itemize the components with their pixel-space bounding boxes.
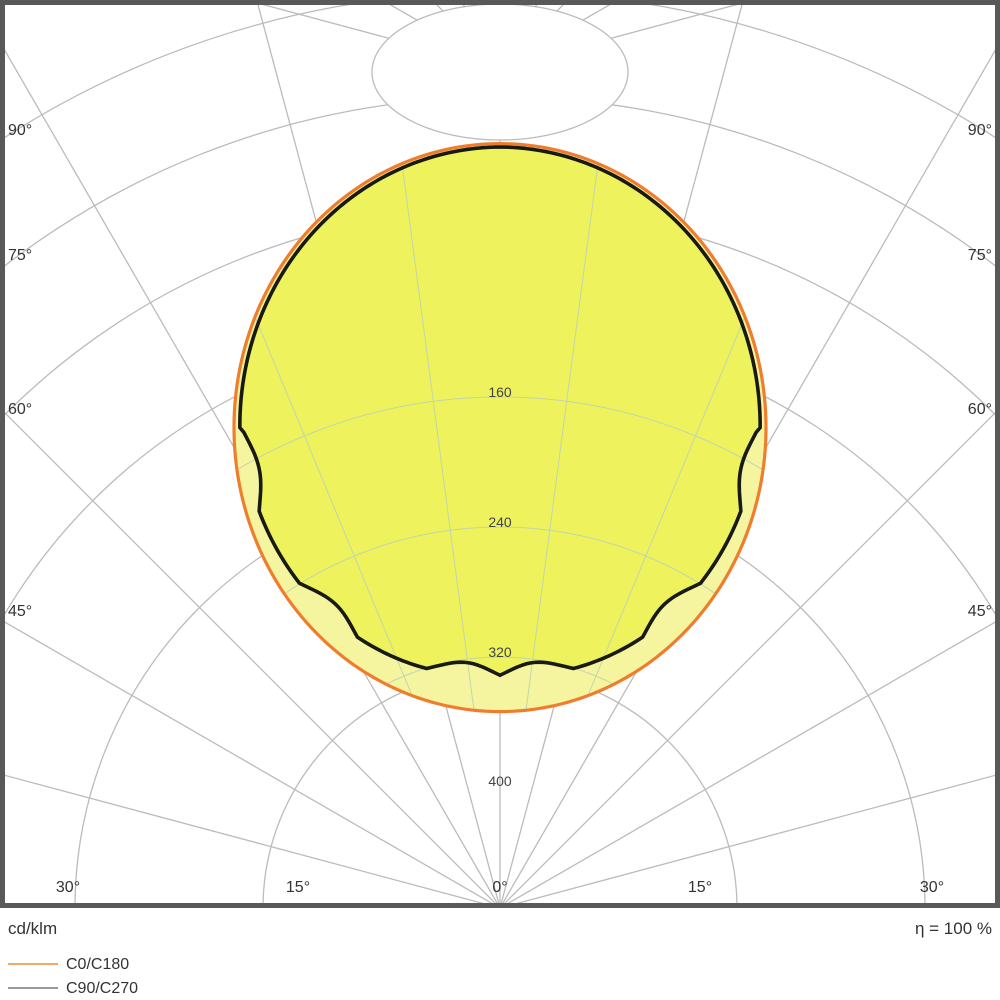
svg-text:75°: 75° [8, 247, 32, 264]
svg-text:C0/C180: C0/C180 [66, 956, 129, 973]
svg-text:30°: 30° [56, 879, 80, 896]
svg-text:240: 240 [488, 514, 512, 530]
svg-text:400: 400 [488, 773, 512, 789]
svg-text:75°: 75° [968, 247, 992, 264]
svg-text:160: 160 [488, 384, 512, 400]
svg-text:60°: 60° [8, 401, 32, 418]
svg-text:45°: 45° [8, 603, 32, 620]
svg-text:90°: 90° [968, 122, 992, 139]
svg-text:60°: 60° [968, 401, 992, 418]
svg-text:C90/C270: C90/C270 [66, 980, 138, 997]
svg-text:cd/klm: cd/klm [8, 919, 57, 938]
svg-text:15°: 15° [688, 879, 712, 896]
svg-text:90°: 90° [8, 122, 32, 139]
svg-text:30°: 30° [920, 879, 944, 896]
svg-text:η = 100 %: η = 100 % [915, 919, 992, 938]
svg-text:320: 320 [488, 644, 512, 660]
svg-text:45°: 45° [968, 603, 992, 620]
svg-text:0°: 0° [492, 879, 507, 896]
svg-text:15°: 15° [286, 879, 310, 896]
